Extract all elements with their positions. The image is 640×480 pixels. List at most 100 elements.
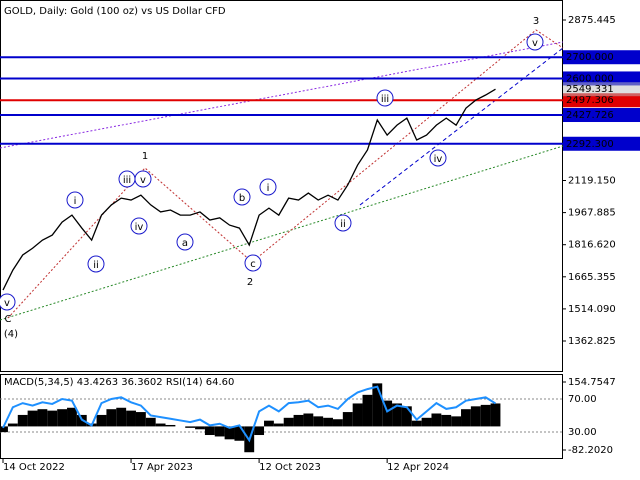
wave-circle: [176, 233, 194, 251]
wave-circle: [0, 293, 16, 311]
level-box: [563, 136, 640, 151]
level-label: 2600.000: [566, 73, 614, 84]
macd-bar: [382, 400, 393, 427]
last-price-box: [563, 82, 640, 97]
macd-bar: [352, 403, 363, 427]
wave-label: v: [140, 175, 146, 186]
macd-bar: [135, 412, 146, 427]
macd-bar: [116, 407, 127, 427]
macd-bar: [480, 404, 491, 427]
level-box: [563, 50, 640, 65]
wave-circle: [66, 191, 84, 209]
macd-bar: [234, 426, 245, 441]
macd-bar: [67, 407, 77, 427]
macd-bar: [185, 426, 196, 428]
macd-bar: [421, 417, 432, 427]
macd-bar: [411, 420, 422, 427]
wave-circle: [134, 170, 152, 188]
macd-bar: [126, 410, 136, 427]
macd-bar: [145, 417, 156, 427]
y-tick-label: 2875.445: [568, 15, 616, 26]
y-tick-label: 1816.620: [568, 240, 616, 251]
macd-bar: [342, 412, 353, 427]
y2-tick-label: 30.00: [568, 427, 597, 438]
macd-bar: [96, 414, 107, 427]
wave-label: iv: [135, 222, 144, 233]
chart-title: GOLD, Daily: Gold (100 oz) vs US Dollar …: [4, 6, 226, 17]
wave-label: c: [250, 259, 256, 270]
wave-circle: [233, 188, 251, 206]
price-line: [2, 88, 496, 291]
macd-bar: [214, 426, 225, 437]
macd-bar: [17, 414, 28, 427]
wave-line: [7, 29, 564, 319]
level-label: 2292.300: [566, 139, 614, 150]
macd-bar: [372, 383, 383, 427]
macd-bar: [332, 419, 343, 427]
macd-bar: [470, 406, 481, 427]
wave-label: a: [182, 238, 188, 249]
level-box: [563, 108, 640, 123]
wave-label: iv: [434, 154, 443, 165]
macd-bar: [264, 420, 274, 427]
wave-label: iii: [381, 94, 389, 105]
y-tick-label: 154.7547: [568, 377, 616, 388]
y-tick-label: 1967.885: [568, 208, 616, 219]
wave-circle: [334, 214, 352, 232]
wave-circle: [429, 149, 447, 167]
wave-label: 2: [247, 277, 253, 288]
macd-bar: [7, 423, 18, 427]
macd-bar: [0, 426, 8, 433]
macd-bar: [57, 409, 68, 427]
wave-label: v: [4, 298, 10, 309]
wave-circle: [526, 33, 544, 51]
x-tick-label: 12 Oct 2023: [259, 462, 321, 473]
indicator-title: MACD(5,34,5) 43.4263 36.3602 RSI(14) 64.…: [4, 377, 234, 388]
wave-label: 1: [142, 151, 148, 162]
wave-label: C: [5, 314, 12, 325]
level-box: [563, 93, 640, 108]
y-tick-label: 1665.355: [568, 272, 616, 283]
macd-bar: [362, 394, 373, 427]
macd-bar: [224, 426, 235, 440]
main-frame: [0, 0, 563, 372]
wave-label: i: [267, 183, 270, 194]
level-box: [563, 71, 640, 86]
wave-label: ii: [93, 260, 99, 271]
macd-bar: [155, 423, 166, 427]
last-price-label: 2549.331: [566, 84, 614, 95]
wave-label: i: [74, 196, 77, 207]
y-tick-label: 1514.090: [568, 304, 616, 315]
macd-bar: [273, 423, 284, 427]
wave-label: 3: [533, 16, 539, 27]
macd-bar: [254, 426, 265, 436]
macd-bar: [441, 414, 452, 427]
x-tick-label: 12 Apr 2024: [387, 462, 449, 473]
wave-circle: [376, 89, 394, 107]
wave-circle: [130, 217, 148, 235]
y-tick-label: 2119.150: [568, 175, 616, 186]
x-tick-label: 14 Oct 2022: [3, 462, 65, 473]
macd-bar: [165, 424, 176, 427]
indicator-frame: [0, 374, 563, 459]
macd-bar: [293, 414, 304, 427]
wave-circle: [259, 178, 277, 196]
y-tick-label: -82.2020: [568, 445, 613, 456]
wave-label: v: [532, 38, 538, 49]
wave-label: iii: [123, 175, 131, 186]
macd-bar: [451, 416, 462, 427]
y-tick-label: 1362.825: [568, 336, 616, 347]
macd-bar: [431, 413, 442, 427]
level-label: 2427.726: [566, 110, 614, 121]
macd-bar: [106, 409, 117, 427]
macd-bar: [37, 409, 48, 427]
macd-bar: [461, 409, 471, 427]
wave-label: ii: [340, 219, 346, 230]
trend-line: [0, 41, 564, 149]
macd-bar: [392, 403, 402, 427]
wave-label: b: [239, 193, 245, 204]
level-label: 2497.306: [566, 95, 614, 106]
wave-circle: [87, 255, 105, 273]
macd-bar: [323, 417, 333, 427]
